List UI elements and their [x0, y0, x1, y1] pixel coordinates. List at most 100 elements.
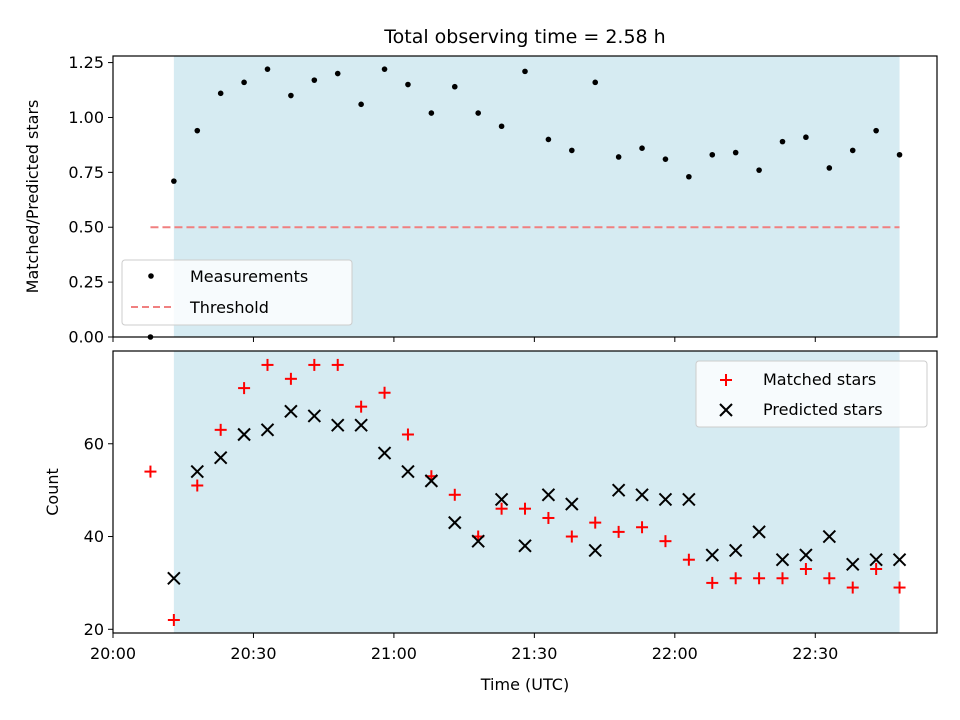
matched-star-point [167, 614, 180, 627]
measurement-point [545, 136, 552, 143]
legend-predicted-label: Predicted stars [763, 400, 883, 419]
matched-star-point [589, 516, 602, 529]
matched-star-point [214, 423, 227, 436]
matched-star-point [753, 572, 766, 585]
legend-measurements-label: Measurements [190, 267, 308, 286]
matched-star-point [144, 465, 157, 478]
bottom-legend: Matched stars Predicted stars [695, 360, 928, 428]
matched-star-point [378, 386, 391, 399]
measurement-point [264, 66, 271, 72]
y-tick-label: 40 [84, 527, 104, 546]
y-tick-label: 0.25 [68, 273, 104, 292]
top-axes-frame [112, 55, 938, 338]
matched-star-point [612, 525, 625, 538]
measurement-point [522, 68, 528, 75]
matched-star-point [846, 581, 859, 594]
measurement-point [358, 101, 364, 108]
legend-matched-marker [720, 374, 732, 386]
matched-star-point [565, 530, 578, 543]
matched-star-point [495, 502, 508, 515]
predicted-star-point [284, 404, 298, 419]
top-x-ticks [112, 337, 816, 342]
matched-star-point [238, 382, 251, 395]
matched-star-point [542, 511, 555, 524]
bottom-axes-frame [112, 350, 938, 634]
top-y-axis-label: Matched/Predicted stars [23, 100, 42, 294]
measurement-point [615, 154, 622, 160]
matched-star-point [659, 535, 672, 548]
predicted-star-point [354, 418, 368, 432]
matched-star-point [799, 562, 812, 575]
x-tick-label: 21:00 [371, 644, 417, 663]
measurement-point [475, 110, 481, 116]
matched-star-point [308, 358, 321, 371]
y-tick-label: 60 [84, 434, 104, 453]
x-tick-label: 21:30 [511, 644, 557, 663]
matched-star-point [870, 562, 883, 575]
y-tick-label: 1.00 [68, 108, 104, 127]
measurement-point [451, 83, 458, 90]
measurement-point [592, 79, 599, 86]
y-tick-label: 20 [84, 620, 104, 639]
predicted-star-point [471, 534, 485, 548]
matched-star-point [448, 488, 461, 501]
predicted-star-point [448, 515, 462, 530]
measurement-point [896, 151, 903, 158]
predicted-star-point [213, 450, 228, 465]
predicted-star-point [635, 488, 649, 502]
measurement-point [194, 127, 201, 134]
chart-title: Total observing time = 2.58 h [383, 26, 665, 48]
x-tick-label: 20:00 [90, 644, 136, 663]
measurement-point [732, 149, 739, 156]
measurement-point [662, 156, 669, 162]
predicted-star-point [190, 464, 204, 479]
measurement-point [639, 145, 645, 152]
measurement-point [686, 173, 692, 180]
measurement-point [569, 147, 575, 154]
measurement-point [709, 151, 716, 158]
predicted-star-point [401, 464, 415, 479]
predicted-star-point [331, 418, 345, 432]
predicted-stars-series [167, 404, 907, 585]
predicted-star-point [424, 474, 439, 488]
measurement-point [498, 123, 505, 130]
matched-star-point [191, 479, 204, 492]
matched-star-point [519, 502, 531, 515]
predicted-star-point [728, 543, 743, 558]
predicted-star-point [846, 557, 860, 572]
predicted-star-point [658, 492, 673, 507]
y-tick-label: 1.25 [68, 53, 104, 72]
predicted-star-point [869, 553, 883, 567]
measurement-point [405, 81, 411, 88]
bottom-y-axis-label: Count [43, 468, 62, 516]
bottom-panel: 20 40 60 20:00 20:30 21:00 21:30 22:00 22:30 Co… [43, 350, 938, 694]
y-tick-label: 0.00 [68, 328, 104, 347]
bottom-y-axis: 20 40 60 [84, 434, 113, 639]
measurement-point [756, 167, 762, 173]
y-tick-label: 0.50 [68, 218, 104, 237]
top-legend-box [121, 259, 353, 326]
predicted-star-point [541, 488, 556, 502]
measurement-point [849, 147, 856, 154]
predicted-star-point [682, 492, 696, 507]
top-legend: Measurements Threshold [121, 259, 353, 326]
legend-threshold-label: Threshold [189, 298, 269, 317]
legend-matched-label: Matched stars [763, 370, 876, 389]
predicted-star-point [377, 446, 392, 460]
measurement-point [334, 70, 341, 77]
measurement-point [171, 178, 177, 184]
x-tick-label: 20:30 [230, 644, 276, 663]
x-tick-label: 22:30 [792, 644, 838, 663]
predicted-star-point [588, 543, 602, 558]
predicted-star-point [167, 571, 181, 585]
matched-star-point [261, 358, 274, 371]
matched-star-point [706, 576, 719, 589]
measurement-point [428, 110, 435, 116]
predicted-star-point [799, 548, 813, 562]
measurement-point [826, 165, 833, 171]
predicted-star-point [518, 539, 532, 553]
measurement-point [803, 134, 809, 141]
matched-star-point [682, 553, 695, 566]
matched-star-point [823, 572, 836, 585]
